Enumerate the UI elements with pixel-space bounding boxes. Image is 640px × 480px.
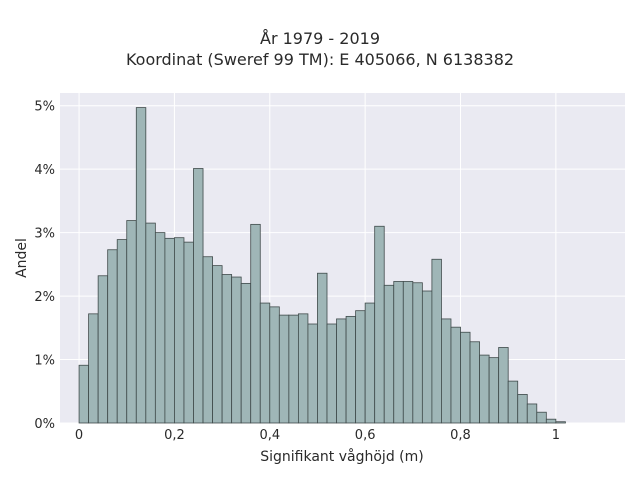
histogram-bar <box>431 258 442 424</box>
histogram-bar <box>307 323 318 424</box>
histogram-bar <box>536 411 547 424</box>
histogram-bar <box>421 290 433 424</box>
histogram-bar <box>107 249 118 424</box>
histogram-bar <box>164 237 175 424</box>
histogram-bar <box>288 314 299 424</box>
histogram-bar <box>145 222 156 424</box>
y-tick-label: 5% <box>34 100 55 115</box>
histogram-bar <box>374 225 385 424</box>
histogram-bar <box>469 341 480 424</box>
y-tick-label: 2% <box>34 290 55 305</box>
histogram-bar <box>517 394 528 424</box>
bars <box>78 107 566 424</box>
histogram-bar <box>402 281 414 424</box>
histogram-bar <box>479 354 490 424</box>
histogram-bar <box>460 331 471 424</box>
histogram-bar <box>326 323 337 424</box>
histogram-bar <box>221 274 233 424</box>
histogram-bar <box>193 168 204 424</box>
histogram-bar <box>412 282 423 424</box>
x-tick-label: 0,4 <box>259 428 280 443</box>
histogram-bar <box>545 418 557 424</box>
y-axis-label: Andel <box>14 238 30 278</box>
histogram-bar <box>393 281 404 424</box>
histogram-bar <box>498 347 509 424</box>
histogram-bar <box>526 403 538 424</box>
y-tick-label: 0% <box>34 417 55 432</box>
x-axis-label: Signifikant våghöjd (m) <box>260 448 423 465</box>
histogram-bar <box>259 302 271 424</box>
histogram-bar <box>336 318 347 424</box>
histogram-bar <box>355 310 366 424</box>
histogram-bar <box>507 380 519 424</box>
x-tick-labels: 0 0,2 0,4 0,6 0,8 1 <box>75 428 560 443</box>
histogram-bar <box>183 241 194 424</box>
histogram-bar <box>97 275 109 424</box>
y-tick-labels: 0% 1% 2% 3% 4% 5% <box>34 100 55 432</box>
histogram-bar <box>317 272 328 424</box>
histogram-bar <box>488 357 500 424</box>
histogram-bar <box>88 313 99 424</box>
histogram-bar <box>154 232 166 424</box>
histogram-bar <box>174 237 185 424</box>
histogram-bar <box>250 223 261 424</box>
histogram-bar <box>135 107 147 424</box>
histogram-bar <box>231 276 242 424</box>
x-tick-label: 1 <box>552 428 560 443</box>
histogram-bar <box>212 265 223 424</box>
x-tick-label: 0,6 <box>355 428 376 443</box>
histogram-bar <box>297 313 309 424</box>
histogram-bar <box>116 239 128 424</box>
histogram-bar <box>78 364 90 424</box>
x-tick-label: 0,8 <box>450 428 471 443</box>
histogram-bar <box>240 282 252 424</box>
histogram-bar <box>450 326 461 424</box>
histogram-bar <box>383 284 395 424</box>
histogram-bar <box>269 306 280 424</box>
chart-title-line1: År 1979 - 2019 <box>260 29 380 48</box>
x-tick-label: 0,2 <box>164 428 185 443</box>
y-tick-label: 1% <box>34 354 55 369</box>
y-tick-label: 4% <box>34 163 55 178</box>
histogram-bar <box>364 302 376 424</box>
x-tick-label: 0 <box>75 428 83 443</box>
histogram-bar <box>278 314 290 424</box>
y-tick-label: 3% <box>34 227 55 242</box>
histogram-bar <box>202 256 213 424</box>
histogram-bar <box>555 421 566 424</box>
histogram-bar <box>441 318 452 424</box>
chart-title-line2: Koordinat (Sweref 99 TM): E 405066, N 61… <box>125 50 515 69</box>
histogram-bar <box>345 315 357 424</box>
histogram-bar <box>126 220 137 424</box>
